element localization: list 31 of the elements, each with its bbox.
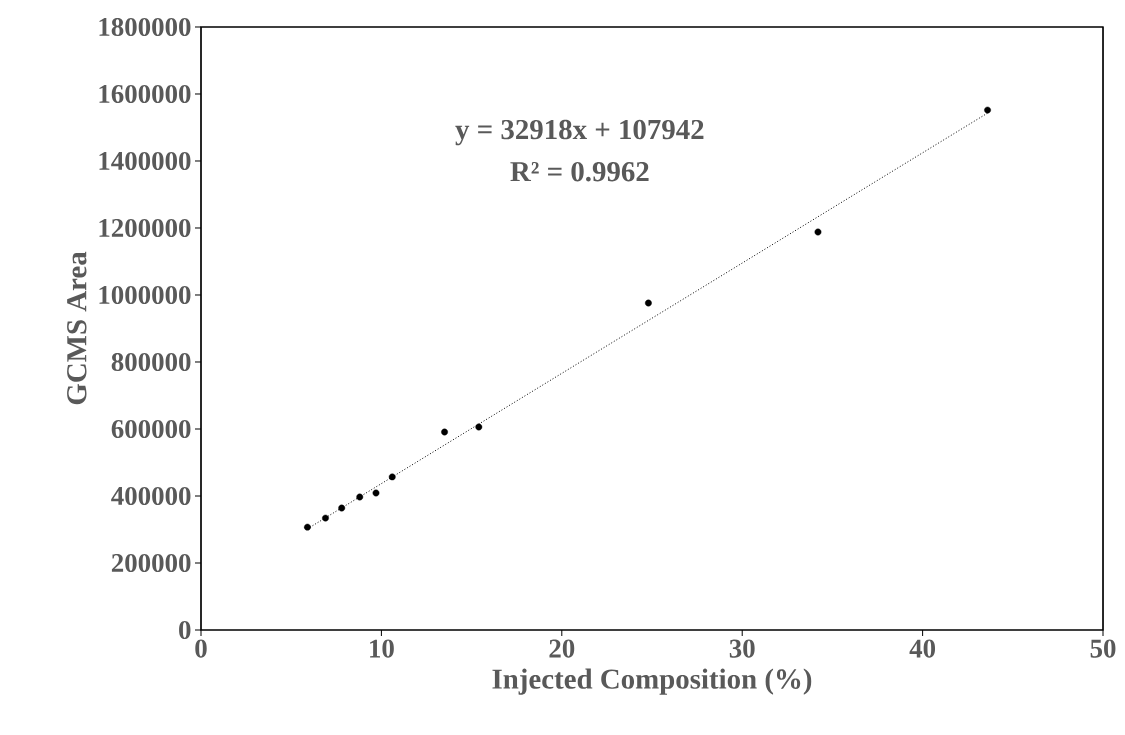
y-tick-label: 1800000 xyxy=(99,17,191,37)
y-tick-label: 800000 xyxy=(111,352,191,372)
point xyxy=(338,504,346,512)
x-tick-label: 0 xyxy=(195,639,207,658)
point xyxy=(322,514,329,522)
point xyxy=(645,299,652,307)
y-tick-label: 1600000 xyxy=(99,84,191,104)
point xyxy=(356,493,364,501)
point xyxy=(304,523,311,531)
y-tick-label: 1000000 xyxy=(99,285,191,305)
point xyxy=(814,228,822,236)
x-tick-label: 30 xyxy=(729,639,755,658)
x-tick-label: 50 xyxy=(1090,639,1116,658)
y-axis-title: GCMS Area xyxy=(67,251,87,405)
point xyxy=(372,489,380,497)
point xyxy=(984,106,991,114)
y-tick-label: 1200000 xyxy=(99,218,191,238)
point xyxy=(388,473,396,481)
x-tick-label: 10 xyxy=(370,639,394,658)
annotation: R² = 0.9962 xyxy=(510,161,649,182)
annotation: y = 32918x + 107942 xyxy=(455,119,704,146)
y-tick-label: 200000 xyxy=(111,553,191,573)
x-tick-label: 40 xyxy=(909,639,936,658)
x-tick-label: 20 xyxy=(549,639,575,658)
y-tick-label: 600000 xyxy=(111,419,191,439)
x-axis-title: Injected Composition (%) xyxy=(492,668,812,695)
y-tick-label: 400000 xyxy=(111,486,191,506)
point xyxy=(441,428,448,436)
y-tick-label: 1400000 xyxy=(99,151,191,171)
point xyxy=(475,423,483,431)
y-tick-label: 0 xyxy=(179,620,191,640)
